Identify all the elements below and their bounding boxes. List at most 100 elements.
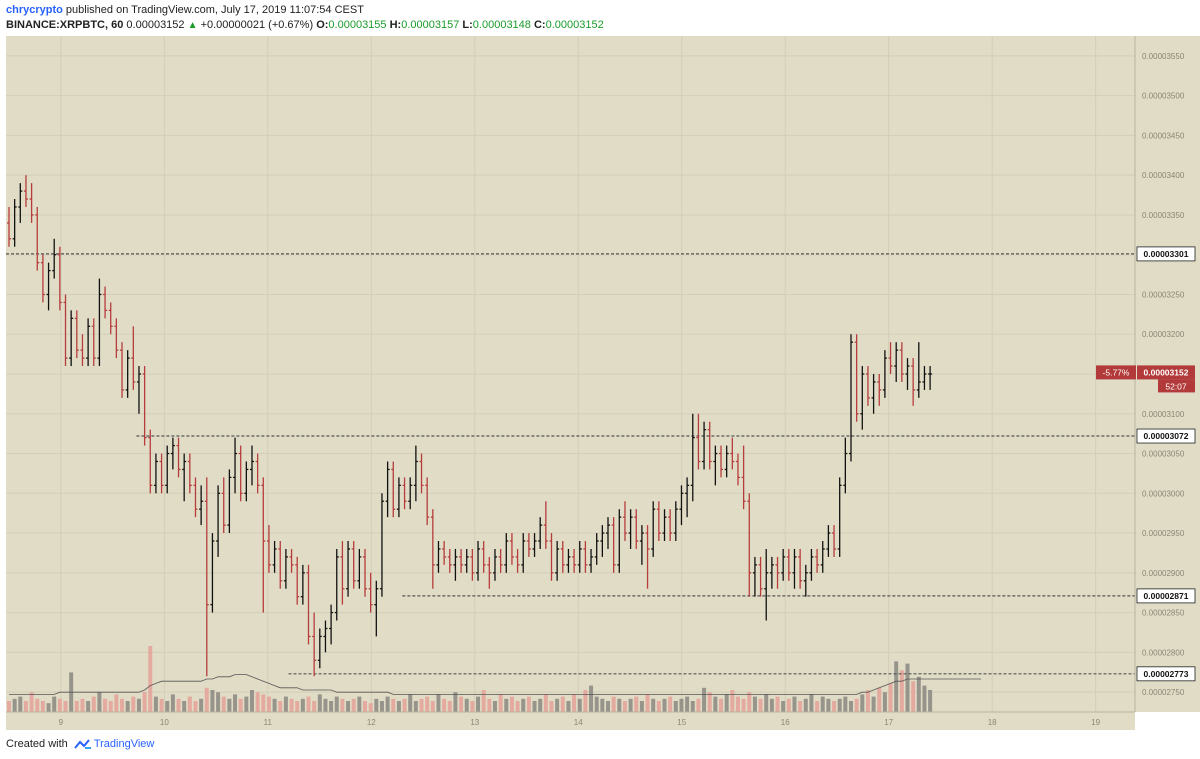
volume-bar: [170, 694, 175, 712]
price-change: +0.00000021 (+0.67%): [200, 19, 314, 31]
volume-bar: [272, 698, 277, 712]
volume-bar: [402, 698, 407, 712]
volume-bar: [153, 696, 158, 712]
volume-bar: [148, 646, 153, 712]
volume-bar: [600, 698, 605, 712]
volume-bar: [40, 701, 45, 712]
volume-bar: [436, 694, 441, 712]
volume-bar: [52, 696, 57, 712]
volume-bar: [583, 690, 588, 712]
volume-bar: [306, 696, 311, 712]
price-chart[interactable]: 0.00003550 0.00003500 0.00003450 0.00003400…: [0, 36, 1200, 734]
volume-bar: [492, 701, 497, 712]
volume-bar: [543, 694, 548, 712]
time-tick-label: 10: [160, 718, 169, 727]
volume-bar: [244, 696, 249, 712]
volume-bar: [854, 698, 859, 712]
horizontal-levels[interactable]: [6, 253, 1135, 675]
volume-ma-line: [9, 674, 981, 695]
volume-bar: [798, 701, 803, 712]
volume-bar: [594, 696, 599, 712]
open-label: O:: [316, 19, 329, 31]
volume-bar: [329, 701, 334, 712]
tradingview-brand-link[interactable]: TradingView: [93, 738, 155, 750]
volume-bar: [865, 690, 870, 712]
price-tick-label: 0.00003400: [1142, 171, 1185, 180]
volume-bar: [526, 696, 531, 712]
volume-bar: [882, 692, 887, 712]
volume-bar: [227, 698, 232, 712]
last-price-tag: [1137, 365, 1195, 380]
volume-bar: [74, 701, 79, 712]
time-tick-label: 9: [59, 718, 64, 727]
price-tick-label: 0.00003500: [1142, 92, 1185, 101]
volume-bar: [125, 701, 130, 712]
time-tick-label: 13: [470, 718, 479, 727]
price-tick-label: 0.00003000: [1142, 489, 1185, 498]
volume-bar: [396, 701, 401, 712]
volume-bar: [80, 698, 85, 712]
price-tick-label: 0.00003200: [1142, 330, 1185, 339]
high-label: H:: [389, 19, 402, 31]
volume-bar: [498, 694, 503, 712]
time-tick-label: 12: [367, 718, 376, 727]
volume-bar: [300, 698, 305, 712]
volume-bar: [685, 696, 690, 712]
volume-bar: [131, 696, 136, 712]
volume-bar: [159, 698, 164, 712]
volume-bar: [803, 698, 808, 712]
level-price-tag: [1136, 246, 1196, 262]
change-percent-label: -5.77%: [1103, 367, 1130, 377]
last-price-label: 0.00003152: [1144, 367, 1189, 377]
time-axis-background[interactable]: [6, 712, 1135, 730]
author-link[interactable]: chrycrypto: [6, 4, 63, 16]
volume-bars: [7, 646, 933, 712]
grid: [6, 36, 1135, 712]
volume-bar: [730, 690, 735, 712]
volume-bar: [357, 696, 362, 712]
volume-bar: [741, 698, 746, 712]
footer: Created with TradingView: [6, 738, 154, 750]
volume-bar: [368, 703, 373, 712]
volume-bar: [12, 698, 17, 712]
volume-bar: [566, 701, 571, 712]
low-label: L:: [462, 19, 473, 31]
volume-bar: [911, 681, 916, 712]
symbol-name[interactable]: BINANCE:XRPBTC, 60: [6, 19, 124, 31]
volume-bar: [521, 698, 526, 712]
volume-bar: [255, 692, 260, 712]
volume-bar: [922, 685, 927, 712]
level-price-tag: [1136, 428, 1196, 444]
time-tick-label: 11: [264, 718, 273, 727]
volume-bar: [385, 696, 390, 712]
volume-bar: [509, 696, 514, 712]
volume-bar: [317, 694, 322, 712]
volume-bar: [651, 698, 656, 712]
time-tick-label: 14: [574, 718, 583, 727]
volume-bar: [238, 698, 243, 712]
volume-bar: [826, 698, 831, 712]
volume-bar: [216, 692, 221, 712]
volume-bar: [182, 701, 187, 712]
volume-bar: [221, 696, 226, 712]
volume-bar: [187, 696, 192, 712]
level-price-label: 0.00003301: [1144, 249, 1189, 259]
volume-bar: [442, 698, 447, 712]
volume-bar: [702, 687, 707, 712]
price-tags: 0.00003301 0.00003072 0.00002871 0.00002773…: [1096, 246, 1196, 682]
volume-bar: [193, 701, 198, 712]
price-tick-label: 0.00003350: [1142, 211, 1185, 220]
volume-bar: [278, 701, 283, 712]
price-axis[interactable]: 0.00003550 0.00003500 0.00003450 0.00003400…: [1142, 52, 1185, 697]
time-axis[interactable]: 9 10 11 12 13 14 15 16 17 18 19: [59, 718, 1101, 727]
volume-bar: [23, 701, 28, 712]
volume-bar: [419, 698, 424, 712]
price-tick-label: 0.00003100: [1142, 410, 1185, 419]
volume-bar: [786, 698, 791, 712]
volume-bar: [673, 701, 678, 712]
volume-bar: [391, 698, 396, 712]
time-tick-label: 17: [884, 718, 893, 727]
volume-bar: [815, 701, 820, 712]
volume-bar: [7, 701, 11, 712]
volume-bar: [848, 701, 853, 712]
